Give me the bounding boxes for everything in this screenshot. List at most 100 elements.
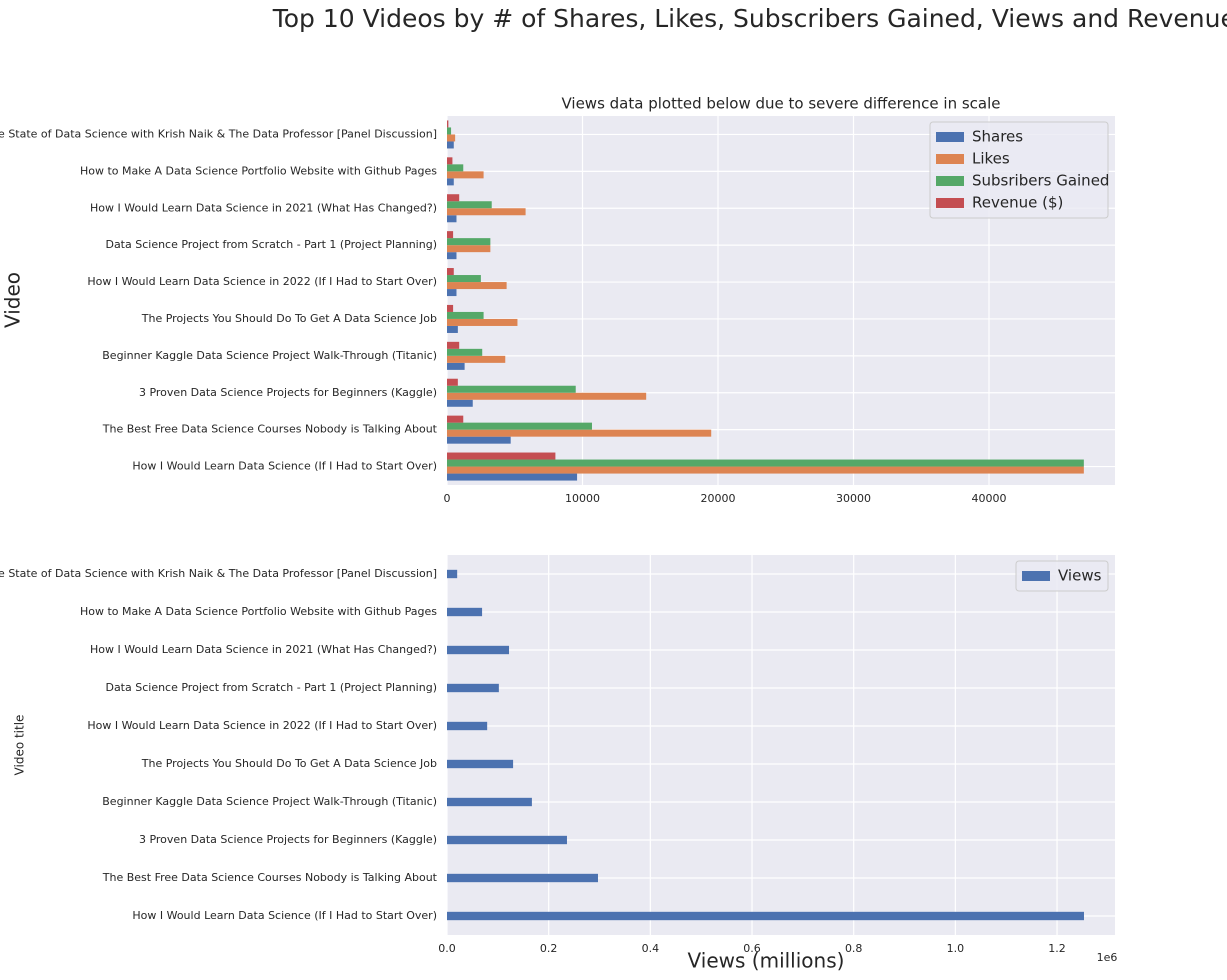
bar [447, 178, 454, 186]
legend: Shares Likes Subsribers Gained Revenue ($) [929, 121, 1109, 219]
bar [447, 607, 483, 617]
bar [447, 304, 454, 312]
bar [447, 238, 491, 246]
bar [447, 466, 1084, 474]
bar [447, 201, 492, 209]
y-tick-label: How I Would Learn Data Science in 2021 (… [90, 643, 437, 656]
bar [447, 164, 464, 172]
legend-label: Likes [972, 150, 1010, 168]
y-tick-label: The State of Data Science with Krish Nai… [0, 127, 437, 140]
y-tick-label: How to Make A Data Science Portfolio Web… [80, 605, 437, 618]
x-tick-label: 1.2 [1048, 942, 1066, 955]
x-tick-label: 0.4 [642, 942, 660, 955]
y-axis-label: Video title [13, 715, 27, 776]
y-tick-label: Data Science Project from Scratch - Part… [105, 681, 437, 694]
y-tick-label: How I Would Learn Data Science in 2022 (… [87, 275, 437, 288]
bar [447, 645, 510, 655]
x-tick-label: 20000 [700, 492, 735, 505]
bar [447, 797, 532, 807]
y-tick-label: How I Would Learn Data Science in 2021 (… [90, 201, 437, 214]
y-tick-label: The Projects You Should Do To Get A Data… [141, 312, 437, 325]
bar [447, 348, 483, 356]
bar [447, 120, 449, 128]
bar [447, 459, 1084, 467]
x-tick-label: 40000 [971, 492, 1006, 505]
x-tick-label: 0.8 [845, 942, 863, 955]
y-tick-label: How I Would Learn Data Science in 2022 (… [87, 719, 437, 732]
bar [447, 378, 458, 386]
bar [447, 311, 484, 319]
legend-swatch [936, 198, 964, 208]
bar [447, 436, 511, 444]
bar [447, 141, 454, 149]
bar [447, 392, 647, 400]
x-tick-label: 0.2 [540, 942, 558, 955]
legend-label: Shares [972, 128, 1023, 146]
bar [447, 683, 499, 693]
x-tick-label: 1.0 [947, 942, 965, 955]
x-tick-label: 10000 [565, 492, 600, 505]
bar [447, 208, 526, 216]
bar [447, 835, 567, 845]
y-tick-label: The Best Free Data Science Courses Nobod… [102, 423, 438, 436]
y-tick-label: How I Would Learn Data Science (If I Had… [132, 460, 437, 473]
x-axis-label: Views (millions) [688, 949, 845, 973]
legend-label: Revenue ($) [972, 194, 1063, 212]
bar [447, 325, 458, 333]
legend-swatch [936, 154, 964, 164]
bar [447, 569, 458, 579]
bar [447, 341, 460, 349]
chart-title: Views data plotted below due to severe d… [561, 95, 1000, 113]
bar [447, 759, 514, 769]
y-tick-label: Beginner Kaggle Data Science Project Wal… [102, 349, 437, 362]
legend-box [1015, 560, 1109, 592]
y-tick-label: The State of Data Science with Krish Nai… [0, 567, 437, 580]
bar [447, 252, 457, 260]
bar [447, 911, 1084, 921]
bar [447, 282, 507, 290]
bar [447, 721, 488, 731]
y-tick-label: 3 Proven Data Science Projects for Begin… [139, 386, 437, 399]
x-offset-label: 1e6 [1097, 951, 1118, 964]
bar [447, 268, 454, 276]
y-tick-label: Beginner Kaggle Data Science Project Wal… [102, 795, 437, 808]
bar [447, 157, 453, 165]
bar [447, 318, 518, 326]
legend-label: Views [1058, 567, 1102, 585]
bar [447, 245, 491, 253]
legend-label: Subsribers Gained [972, 172, 1109, 190]
figure-title: Top 10 Videos by # of Shares, Likes, Sub… [272, 4, 1227, 33]
bar [447, 473, 578, 481]
y-tick-label: Data Science Project from Scratch - Part… [105, 238, 437, 251]
bar [447, 289, 457, 297]
legend-swatch [936, 176, 964, 186]
legend-box [929, 121, 1109, 219]
bar [447, 215, 457, 223]
bar [447, 194, 460, 202]
y-tick-label: The Projects You Should Do To Get A Data… [141, 757, 437, 770]
legend-swatch [936, 132, 964, 142]
y-tick-label: The Best Free Data Science Courses Nobod… [102, 871, 438, 884]
bar [447, 171, 484, 179]
x-tick-label: 0 [444, 492, 451, 505]
bar [447, 275, 481, 283]
legend-swatch [1022, 571, 1050, 581]
bar [447, 415, 464, 423]
y-tick-label: How I Would Learn Data Science (If I Had… [132, 909, 437, 922]
bar [447, 429, 712, 437]
x-tick-label: 0.0 [438, 942, 456, 955]
plot-area [447, 555, 1115, 935]
bar [447, 452, 556, 460]
bar [447, 231, 454, 239]
bar [447, 362, 465, 370]
bar [447, 385, 576, 393]
bar [447, 873, 598, 883]
bar [447, 399, 473, 407]
x-tick-label: 0.6 [743, 942, 761, 955]
bar [447, 355, 506, 363]
y-tick-label: 3 Proven Data Science Projects for Begin… [139, 833, 437, 846]
bar [447, 127, 452, 135]
y-axis-label: Video [1, 272, 25, 328]
y-tick-label: How to Make A Data Science Portfolio Web… [80, 164, 437, 177]
